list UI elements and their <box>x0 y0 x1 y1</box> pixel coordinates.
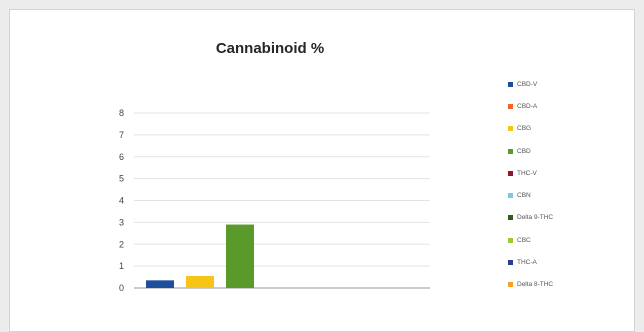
legend-label: THC-V <box>517 169 537 177</box>
legend-swatch <box>508 237 513 243</box>
legend-item: Delta 8-THC <box>508 274 618 296</box>
legend-swatch <box>508 81 513 87</box>
legend-swatch <box>508 103 513 109</box>
legend-item: THC-V <box>508 162 618 184</box>
chart-panel <box>9 9 635 332</box>
chart-title: Cannabinoid % <box>215 40 325 57</box>
legend-swatch <box>508 193 513 199</box>
legend-item: CBG <box>508 118 618 140</box>
legend-label: THC-A <box>517 259 537 267</box>
y-tick-label: 7 <box>119 130 124 140</box>
legend-item: CBD-A <box>508 95 618 117</box>
legend-item: CBC <box>508 229 618 251</box>
y-tick-label: 6 <box>119 152 124 162</box>
y-tick-label: 2 <box>119 239 124 249</box>
legend-swatch <box>508 282 513 288</box>
legend-item: THC-A <box>508 251 618 273</box>
legend-label: CBD <box>517 147 531 155</box>
legend-label: CBC <box>517 236 531 244</box>
bar-cbd <box>226 224 254 288</box>
legend-swatch <box>508 126 513 132</box>
legend-item: CBD <box>508 140 618 162</box>
legend-item: CBD-V <box>508 73 618 95</box>
y-tick-label: 5 <box>119 174 124 184</box>
legend-label: Delta 9-THC <box>517 214 554 222</box>
legend-swatch <box>508 148 513 154</box>
y-tick-label: 8 <box>119 108 124 118</box>
legend-label: Delta 8-THC <box>517 281 554 289</box>
legend-label: CBD-A <box>517 102 538 110</box>
bar-cbd-v <box>146 280 174 288</box>
legend-label: CBD-V <box>517 80 538 88</box>
y-tick-label: 0 <box>119 283 124 293</box>
y-tick-label: 3 <box>119 217 124 227</box>
legend-label: CBG <box>517 125 532 133</box>
legend-swatch <box>508 260 513 266</box>
legend-item: CBN <box>508 184 618 206</box>
y-tick-label: 4 <box>119 196 124 206</box>
y-tick-label: 1 <box>119 261 124 271</box>
chart-legend: CBD-V CBD-A CBG CBD THC-V CBN Delta 9-THC CBC TH… <box>508 73 618 296</box>
legend-item: Delta 9-THC <box>508 207 618 229</box>
legend-swatch <box>508 170 513 176</box>
bar-cbg <box>186 275 214 288</box>
legend-swatch <box>508 215 513 221</box>
legend-label: CBN <box>517 192 531 200</box>
